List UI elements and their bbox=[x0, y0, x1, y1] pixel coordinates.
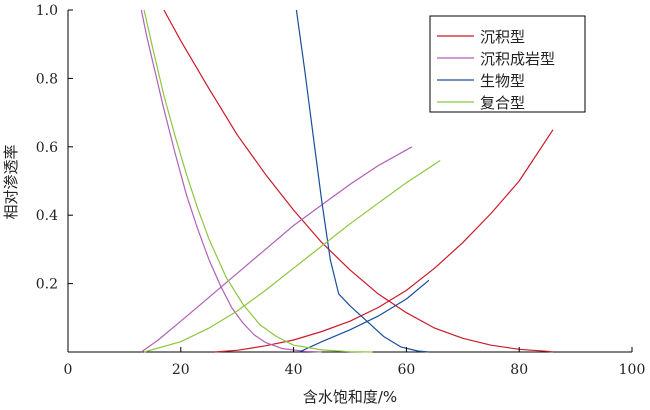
y-tick-label: 0.6 bbox=[36, 140, 58, 156]
legend-item-3: 生物型 bbox=[437, 72, 525, 90]
legend-item-1: 沉积型 bbox=[437, 28, 525, 46]
x-tick-label: 20 bbox=[172, 362, 190, 378]
x-tick-label: 80 bbox=[510, 362, 528, 378]
y-tick-label: 0.2 bbox=[36, 277, 58, 293]
legend-box bbox=[429, 15, 586, 113]
legend-label-2: 沉积成岩型 bbox=[480, 50, 555, 68]
series-1 bbox=[163, 9, 554, 353]
series-4-water-curve bbox=[143, 159, 441, 353]
y-tick-label: 1.0 bbox=[36, 3, 58, 19]
y-axis-label: 相对渗透率 bbox=[2, 144, 20, 219]
x-tick-label: 0 bbox=[64, 362, 73, 378]
y-tick-label: 0.4 bbox=[36, 208, 58, 224]
x-tick-label: 100 bbox=[619, 362, 646, 378]
x-axis-label: 含水饱和度/% bbox=[303, 388, 397, 406]
series-2-water-curve bbox=[140, 146, 413, 353]
y-tick-label: 0.8 bbox=[36, 71, 58, 87]
series-4-oil-curve bbox=[143, 9, 373, 353]
x-tick-label: 40 bbox=[285, 362, 303, 378]
legend-label-3: 生物型 bbox=[480, 72, 525, 90]
legend-item-4: 复合型 bbox=[437, 94, 525, 112]
series-3-oil-curve bbox=[295, 9, 430, 353]
x-tick-label: 60 bbox=[397, 362, 415, 378]
series-1-oil-curve bbox=[163, 9, 554, 353]
series-3 bbox=[295, 9, 430, 353]
legend-label-4: 复合型 bbox=[480, 94, 525, 112]
legend-label-1: 沉积型 bbox=[480, 28, 525, 46]
series-1-water-curve bbox=[214, 129, 554, 353]
axis-ticks: 0 20 40 60 80 100 0.2 0.4 0.6 0.8 1.0 bbox=[36, 3, 646, 378]
legend: 沉积型 沉积成岩型 生物型 复合型 bbox=[429, 15, 586, 113]
series-layer bbox=[140, 9, 554, 353]
series-4 bbox=[143, 9, 441, 353]
legend-item-2: 沉积成岩型 bbox=[437, 50, 555, 68]
series-3-water-curve bbox=[298, 279, 430, 353]
series-2 bbox=[140, 9, 413, 353]
series-2-oil-curve bbox=[140, 9, 322, 353]
